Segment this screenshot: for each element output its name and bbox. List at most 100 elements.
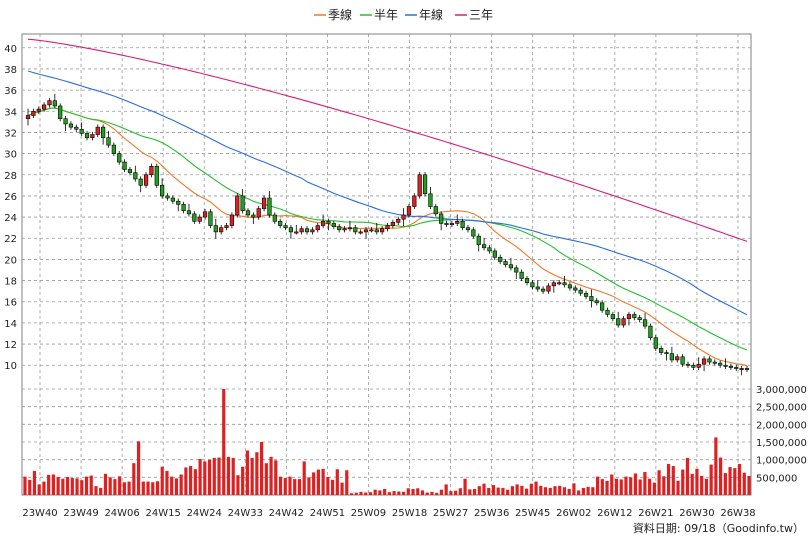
candlestick	[616, 311, 621, 328]
candle-body	[160, 185, 165, 197]
volume-bar	[439, 489, 444, 495]
candlestick	[551, 280, 556, 293]
volume-bar	[401, 491, 406, 495]
volume-bar	[737, 463, 742, 495]
volume-bar	[387, 492, 391, 495]
x-tick-label: 24W15	[146, 508, 181, 519]
volume-bar	[113, 479, 117, 495]
candle-body	[63, 118, 68, 125]
candle-body	[213, 225, 218, 233]
volume-bar	[340, 482, 344, 495]
candle-body	[278, 221, 283, 226]
candle-body	[342, 228, 347, 231]
x-tick-label: 25W09	[351, 508, 386, 519]
candlestick	[25, 108, 31, 126]
volume-bar	[577, 490, 581, 495]
candle-body	[600, 302, 605, 311]
volume-bar	[666, 463, 671, 495]
candle-body	[396, 218, 401, 223]
legend-label-1: 半年	[374, 8, 398, 22]
candle-body	[701, 358, 707, 365]
candlestick	[176, 198, 181, 212]
candlestick	[422, 172, 428, 197]
candlestick	[245, 208, 251, 218]
candlestick	[460, 218, 465, 231]
volume-bar	[657, 470, 661, 495]
candle-body	[476, 235, 481, 245]
volume-bar	[411, 488, 415, 495]
volume-bar	[250, 457, 254, 495]
volume-bar	[614, 478, 619, 495]
x-tick-label: 26W38	[720, 508, 755, 519]
legend-label-2: 年線	[419, 7, 443, 22]
volume-bar	[435, 492, 439, 495]
volume-bar	[231, 457, 235, 495]
volume-bar	[524, 488, 529, 495]
candlestick	[428, 186, 433, 210]
volume-bar	[610, 474, 614, 495]
candle-body	[589, 296, 594, 301]
candle-body	[202, 211, 208, 218]
candle-body	[321, 221, 326, 226]
candle-body	[492, 250, 497, 258]
candlestick	[728, 363, 734, 371]
candle-body	[31, 110, 36, 116]
x-tick-label: 26W30	[679, 508, 714, 519]
volume-bar	[264, 463, 268, 495]
volume-bar	[501, 487, 505, 495]
price-tick-label: 26	[4, 192, 17, 203]
volume-bar	[89, 475, 93, 495]
candlestick	[106, 130, 111, 148]
candle-body	[47, 100, 52, 106]
candlestick	[406, 203, 412, 218]
volume-bar	[288, 476, 292, 495]
volume-bar	[99, 487, 103, 495]
candle-body	[374, 229, 379, 233]
volume-bar	[245, 450, 250, 495]
candle-body	[439, 213, 444, 224]
candlestick	[358, 229, 363, 235]
candlestick	[165, 193, 170, 201]
x-tick-label: 24W51	[310, 508, 345, 519]
candle-body	[170, 197, 175, 202]
price-tick-label: 32	[4, 128, 17, 139]
candle-body	[632, 314, 637, 318]
candle-body	[208, 211, 213, 226]
volume-bar	[595, 476, 600, 495]
candlestick	[272, 212, 277, 224]
volume-bar	[458, 488, 462, 495]
price-tick-label: 16	[4, 298, 17, 309]
candle-body	[508, 264, 514, 269]
candlestick	[197, 214, 202, 224]
volume-bar	[704, 478, 709, 495]
candle-body	[605, 309, 610, 315]
volume-bar	[510, 486, 514, 495]
candle-body	[326, 221, 331, 224]
volume-bar	[283, 478, 287, 495]
volume-bar	[624, 476, 628, 495]
candlestick	[138, 176, 143, 193]
candlestick	[202, 209, 208, 220]
candlestick	[390, 219, 395, 229]
volume-bar	[676, 480, 680, 495]
volume-bar	[633, 473, 638, 495]
price-tick-label: 40	[4, 44, 17, 55]
candle-body	[535, 286, 540, 290]
candle-body	[744, 368, 750, 370]
candlestick	[229, 212, 234, 229]
candle-body	[25, 115, 31, 119]
volume-bar	[472, 488, 477, 495]
volume-bar	[42, 481, 46, 495]
volume-bar	[709, 464, 713, 495]
candle-body	[691, 364, 696, 368]
candle-body	[401, 214, 406, 220]
candle-body	[685, 363, 691, 366]
candle-body	[648, 325, 653, 339]
candle-body	[310, 229, 315, 233]
candlestick	[353, 225, 358, 235]
volume-bar	[207, 459, 212, 495]
volume-bar	[170, 476, 174, 495]
price-tick-label: 10	[4, 361, 17, 372]
candlestick	[476, 233, 481, 252]
candlestick	[321, 214, 326, 229]
